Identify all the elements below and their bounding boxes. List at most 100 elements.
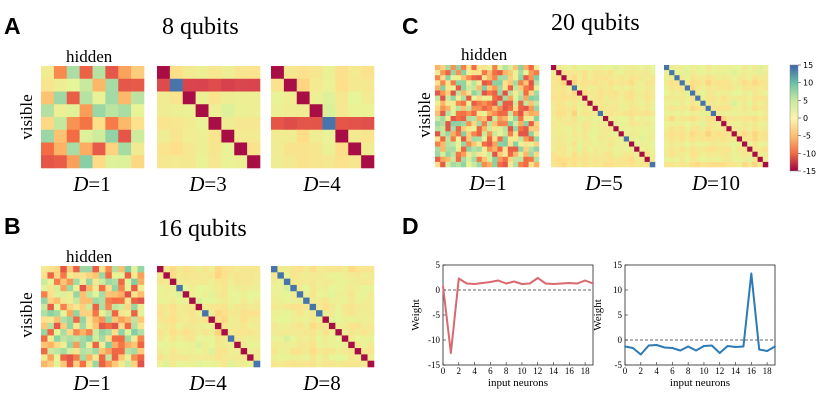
heatmap-cell [561, 161, 567, 168]
heatmap-cell [86, 341, 93, 349]
heatmap-cell [513, 126, 519, 132]
series-line-weights [442, 277, 594, 354]
heatmap-cell [214, 303, 222, 311]
heatmap-cell [169, 303, 177, 311]
heatmap-cell [316, 278, 323, 286]
heatmap-cell [649, 156, 656, 163]
heatmap-cell [571, 116, 578, 122]
heatmap-cell [86, 322, 93, 330]
heatmap-cell [528, 65, 535, 71]
heatmap-cell [322, 91, 336, 105]
heatmap-cell [247, 297, 254, 305]
heatmap-cell [705, 95, 712, 101]
heatmap-cell [73, 278, 80, 286]
heatmap-cell [240, 272, 248, 279]
heatmap-cell [507, 151, 514, 158]
heatmap-cell [471, 121, 477, 127]
heatmap-cell [47, 291, 55, 298]
heatmap-cell [335, 278, 343, 286]
heatmap-cell [623, 121, 630, 127]
heatmap-cell [613, 95, 619, 101]
heatmap-cell [169, 155, 184, 169]
heatmap-cell [710, 116, 717, 122]
heatmap-cell [60, 316, 68, 324]
heatmap-cell [440, 136, 446, 142]
heatmap-cell [757, 85, 764, 91]
heatmap-b-d1 [41, 266, 145, 368]
heatmap-cell [528, 121, 535, 127]
heatmap-cell [86, 354, 93, 361]
heatmap-cell [316, 297, 323, 305]
heatmap-cell [208, 284, 216, 292]
heatmap-cell [587, 151, 593, 158]
heatmap-cell [629, 80, 635, 86]
heatmap-cell [322, 297, 330, 305]
heatmap-cell [577, 75, 583, 81]
heatmap-cell [705, 90, 712, 96]
heatmap-cell [623, 131, 630, 137]
heatmap-cell [182, 335, 190, 343]
heatmap-cell [518, 85, 524, 91]
heatmap-cell [561, 95, 567, 101]
heatmap-cell [649, 65, 656, 71]
heatmap-cell [476, 116, 483, 122]
heatmap-cell [736, 100, 743, 107]
heatmap-cell [86, 303, 93, 311]
heatmap-cell [629, 105, 635, 112]
heatmap-cell [684, 90, 691, 96]
heatmap-cell [445, 95, 451, 101]
heatmap-cell [367, 310, 375, 317]
panel-label-a: A [4, 13, 21, 39]
heatmap-cell [471, 141, 477, 147]
heatmap-cell [690, 110, 696, 117]
heatmap-cell [556, 70, 562, 76]
heatmap-cell [587, 90, 593, 96]
heatmap-cell [613, 75, 619, 81]
heatmap-cell [513, 100, 519, 107]
heatmap-cell [710, 80, 717, 86]
heatmap-cell [597, 151, 604, 158]
heatmap-cell [690, 95, 696, 101]
heatmap-cell [752, 75, 758, 81]
heatmap-cell [163, 329, 171, 336]
heatmap-cell [79, 284, 87, 292]
heatmap-cell [361, 297, 368, 305]
heatmap-cell [92, 266, 100, 273]
heatmap-cell [271, 322, 278, 330]
heatmap-cell [736, 146, 743, 152]
heatmap-cell [513, 95, 519, 101]
heatmap-cell [639, 105, 645, 112]
heatmap-cell [608, 70, 614, 76]
heatmap-cell [487, 100, 493, 107]
heatmap-cell [303, 335, 310, 343]
heatmap-cell [202, 272, 209, 279]
heatmap-cell [328, 354, 336, 361]
heatmap-cell [253, 278, 261, 286]
heatmap-cell [476, 136, 483, 142]
heatmap-cell [592, 85, 599, 91]
heatmap-cell [742, 121, 748, 127]
heatmap-cell [240, 278, 248, 286]
heatmap-cell [73, 284, 80, 292]
heatmap-cell [361, 284, 368, 292]
heatmap-cell [649, 100, 656, 107]
heatmap-cell [726, 136, 732, 142]
heatmap-cell [674, 131, 680, 137]
heatmap-cell [111, 354, 119, 361]
heatmap-cell [649, 85, 656, 91]
y-tick-label: 5 [618, 310, 623, 320]
heatmap-cell [556, 85, 562, 91]
heatmap-cell [669, 80, 675, 86]
heatmap-cell [277, 291, 285, 298]
heatmap-cell [131, 78, 145, 92]
heatmap-cell [639, 70, 645, 76]
heatmap-cell [445, 80, 451, 86]
heatmap-cell [492, 151, 498, 158]
heatmap-cell [189, 335, 196, 343]
heatmap-cell [271, 297, 278, 305]
heatmap-cell [634, 105, 640, 112]
heatmap-cell [227, 348, 235, 355]
heatmap-cell [608, 146, 614, 152]
heatmap-cell [487, 75, 493, 81]
heatmap-cell [182, 155, 196, 169]
